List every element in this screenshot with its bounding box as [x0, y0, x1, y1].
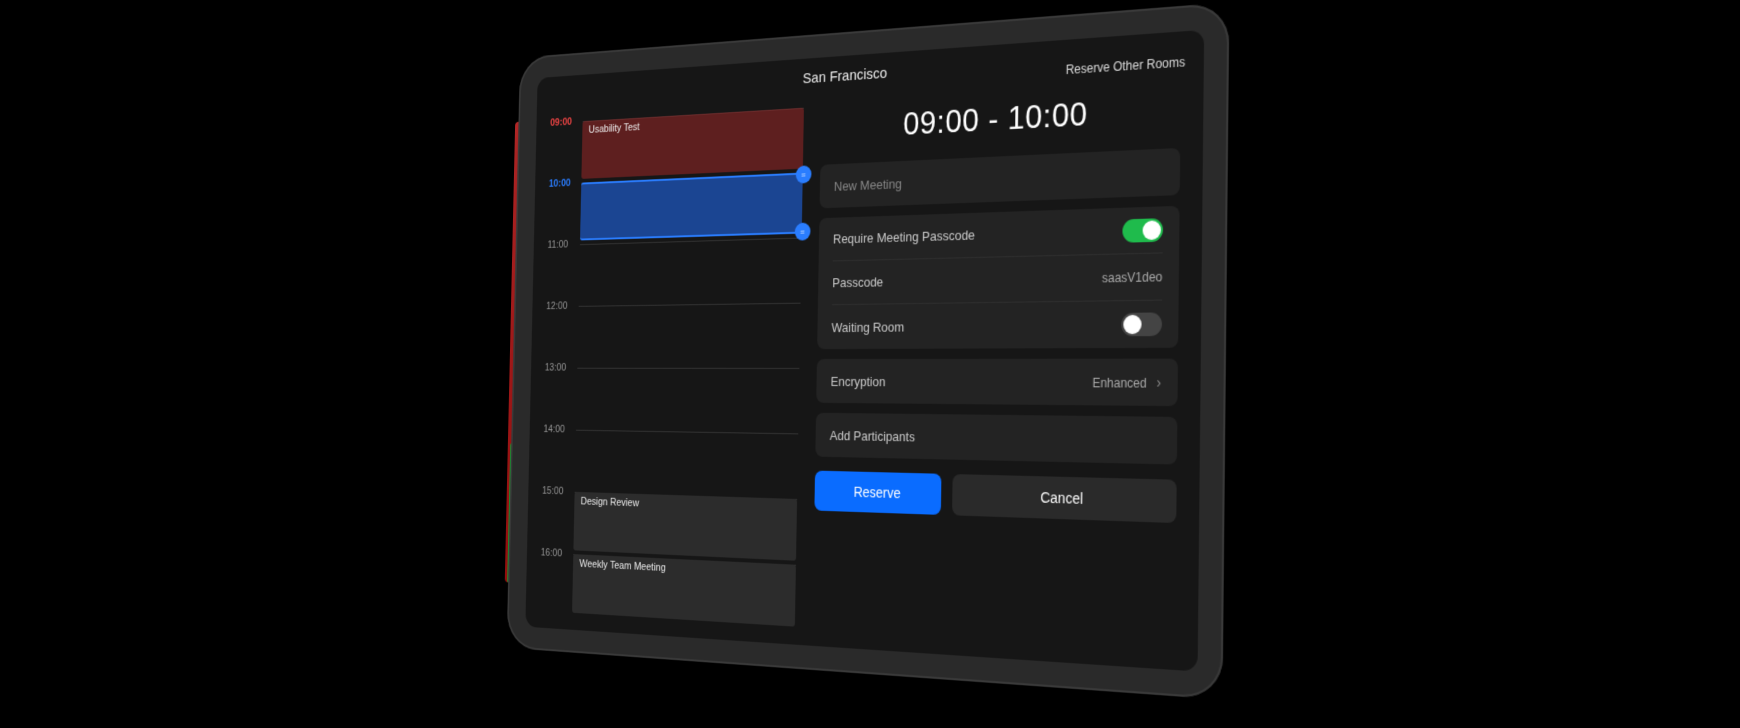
timeline-hour-label: 12:00 [546, 300, 579, 312]
timeline-event[interactable]: Usability Test [581, 108, 804, 179]
timeline-hour-label: 14:00 [543, 424, 576, 436]
add-participants-label: Add Participants [830, 427, 915, 444]
timeline-event[interactable]: Weekly Team Meeting [572, 554, 796, 627]
add-participants-row[interactable]: Add Participants [829, 413, 1161, 464]
waiting-room-toggle[interactable] [1121, 312, 1162, 336]
require-passcode-row: Require Meeting Passcode [833, 206, 1164, 261]
chevron-right-icon: › [1156, 374, 1161, 391]
passcode-value: saasV1deo [1102, 269, 1163, 285]
timeline-selection[interactable]: == [580, 173, 803, 241]
require-passcode-label: Require Meeting Passcode [833, 227, 975, 246]
meeting-name-placeholder: New Meeting [834, 176, 902, 194]
tablet-3d-wrap: San Francisco Reserve Other Rooms 09:00 1… [507, 2, 1230, 700]
timeline-event-title: Design Review [581, 496, 640, 509]
timeline-event[interactable]: Design Review [573, 492, 797, 561]
waiting-room-label: Waiting Room [831, 319, 904, 335]
meeting-name-input[interactable]: New Meeting [834, 149, 1164, 208]
passcode-label: Passcode [832, 274, 883, 290]
encryption-value: Enhanced [1092, 376, 1147, 391]
encryption-row[interactable]: Encryption Enhanced › [830, 359, 1161, 406]
timeline-event-title: Weekly Team Meeting [579, 558, 666, 574]
reserve-button[interactable]: Reserve [814, 471, 941, 515]
timeline-hour-label: 10:00 [549, 177, 582, 190]
timeline-hour-label: 09:00 [550, 116, 583, 129]
encryption-card: Encryption Enhanced › [816, 359, 1178, 407]
reservation-form: 09:00 - 10:00 New Meeting Require Meetin… [803, 73, 1203, 672]
room-name: San Francisco [803, 64, 888, 87]
timeline-hour-label: 15:00 [542, 485, 575, 497]
selection-top-handle[interactable]: = [796, 165, 812, 183]
participants-card: Add Participants [815, 413, 1177, 465]
cancel-button[interactable]: Cancel [952, 474, 1177, 523]
reserve-other-rooms-link[interactable]: Reserve Other Rooms [1066, 55, 1186, 78]
waiting-room-row: Waiting Room [831, 301, 1162, 349]
selection-bottom-handle[interactable]: = [795, 222, 811, 240]
action-buttons: Reserve Cancel [814, 471, 1176, 524]
timeline-hour-label: 13:00 [545, 362, 578, 373]
tablet-bezel: San Francisco Reserve Other Rooms 09:00 1… [507, 2, 1230, 700]
content-split: 09:00 10:00 11:00 12:00 13:00 14:00 15:00 16:00… [525, 73, 1203, 672]
selected-time-range: 09:00 - 10:00 [821, 89, 1181, 147]
require-passcode-toggle[interactable] [1122, 218, 1163, 243]
security-card: Require Meeting Passcode Passcode saasV1… [817, 206, 1179, 349]
screen: San Francisco Reserve Other Rooms 09:00 1… [525, 30, 1204, 672]
passcode-row[interactable]: Passcode saasV1deo [832, 253, 1163, 305]
timeline-hour-label: 11:00 [547, 239, 580, 251]
timeline-event-title: Usability Test [589, 121, 640, 135]
titlebar: San Francisco Reserve Other Rooms [537, 30, 1204, 115]
encryption-label: Encryption [831, 373, 886, 388]
stage: San Francisco Reserve Other Rooms 09:00 1… [0, 0, 1740, 728]
meeting-name-card: New Meeting [820, 148, 1181, 208]
timeline-pane[interactable]: 09:00 10:00 11:00 12:00 13:00 14:00 15:00 16:00… [525, 97, 812, 645]
timeline-hour-label: 16:00 [541, 547, 574, 560]
